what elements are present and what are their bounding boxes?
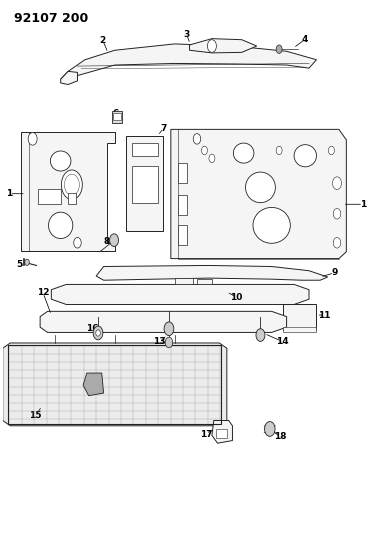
Polygon shape [283,304,316,330]
Circle shape [333,208,341,219]
Polygon shape [61,44,316,79]
Polygon shape [22,132,115,251]
Bar [178,163,186,183]
Bar [38,190,61,204]
Circle shape [93,326,103,340]
Circle shape [202,146,207,155]
Text: 9: 9 [331,268,338,277]
Polygon shape [171,130,346,259]
Circle shape [165,337,173,348]
Circle shape [332,177,341,190]
Circle shape [28,133,37,145]
Circle shape [333,238,341,248]
Text: 8: 8 [103,237,110,246]
Polygon shape [190,39,257,53]
Text: 3: 3 [183,30,190,39]
Polygon shape [126,136,163,231]
Text: 4: 4 [301,35,308,44]
Ellipse shape [246,172,276,203]
Circle shape [96,330,100,336]
Polygon shape [3,343,227,426]
Text: 18: 18 [274,432,286,441]
Ellipse shape [49,212,73,239]
Text: 15: 15 [30,411,42,420]
Text: 2: 2 [100,36,106,45]
Bar [178,195,186,215]
Polygon shape [197,279,212,285]
Bar [178,225,186,245]
Bar [8,344,221,424]
Text: 12: 12 [37,288,49,297]
Polygon shape [51,285,309,304]
Bar [132,142,158,156]
Text: 14: 14 [276,337,288,346]
Text: 6: 6 [113,109,119,118]
Text: 17: 17 [200,430,213,439]
Ellipse shape [50,151,71,171]
Polygon shape [83,373,103,395]
Text: 11: 11 [318,311,331,319]
Text: 10: 10 [230,293,242,302]
Bar [216,429,227,439]
Ellipse shape [294,144,316,167]
Text: 13: 13 [153,337,166,346]
Text: 5: 5 [16,261,23,269]
Circle shape [265,422,275,437]
Circle shape [276,45,282,53]
Bar [68,192,76,204]
Polygon shape [61,71,77,85]
Bar [112,111,122,123]
Text: 1: 1 [6,189,13,198]
Circle shape [64,174,79,195]
Bar [113,113,121,120]
Text: 1: 1 [360,200,366,209]
Circle shape [25,259,29,265]
Circle shape [110,234,119,246]
Circle shape [207,39,216,52]
Ellipse shape [233,143,254,163]
Circle shape [61,170,82,199]
Text: 16: 16 [86,324,99,333]
Circle shape [256,329,265,342]
Polygon shape [175,278,193,285]
Circle shape [329,146,334,155]
Circle shape [74,238,81,248]
Polygon shape [96,265,328,280]
Bar [132,166,158,203]
Circle shape [193,134,201,144]
Text: 7: 7 [160,124,166,133]
Polygon shape [283,327,316,333]
Circle shape [276,146,282,155]
Text: 92107 200: 92107 200 [14,12,88,25]
Circle shape [209,154,215,163]
Circle shape [164,322,174,336]
Polygon shape [212,421,232,443]
Polygon shape [40,311,287,333]
Ellipse shape [253,207,290,243]
